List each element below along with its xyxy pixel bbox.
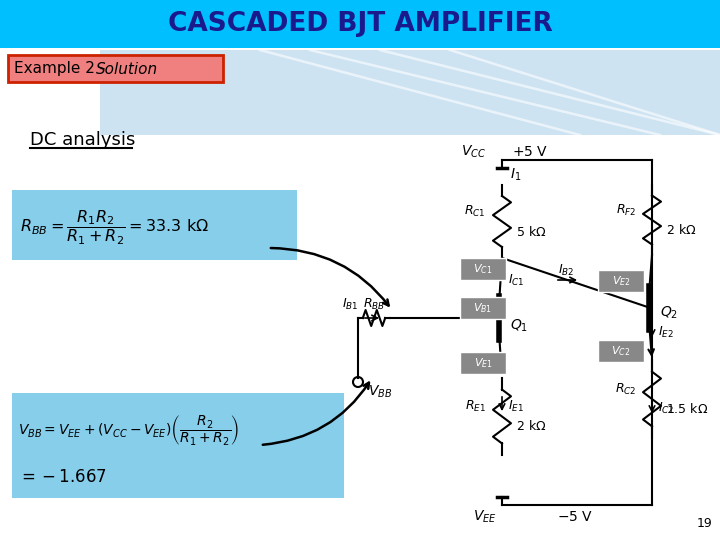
- Text: $Q_1$: $Q_1$: [510, 318, 528, 334]
- FancyBboxPatch shape: [8, 55, 223, 82]
- FancyBboxPatch shape: [598, 270, 644, 292]
- Text: $V_{BB} = V_{EE} + (V_{CC}-V_{EE})\left(\dfrac{R_2}{R_1+R_2}\right)$: $V_{BB} = V_{EE} + (V_{CC}-V_{EE})\left(…: [18, 413, 239, 447]
- Polygon shape: [100, 50, 720, 135]
- Text: CASCADED BJT AMPLIFIER: CASCADED BJT AMPLIFIER: [168, 11, 552, 37]
- Text: $V_{E2}$: $V_{E2}$: [612, 274, 630, 288]
- FancyBboxPatch shape: [12, 190, 297, 260]
- Text: $2\ \mathrm{k\Omega}$: $2\ \mathrm{k\Omega}$: [666, 223, 696, 237]
- FancyBboxPatch shape: [0, 0, 720, 48]
- Text: $V_{BB}$: $V_{BB}$: [368, 384, 392, 400]
- Text: $1.5\ \mathrm{k\Omega}$: $1.5\ \mathrm{k\Omega}$: [666, 402, 708, 416]
- Text: $I_{B1}$: $I_{B1}$: [342, 296, 359, 312]
- Text: Example 2 -: Example 2 -: [14, 62, 110, 77]
- FancyBboxPatch shape: [598, 340, 644, 362]
- Text: $I_{B2}$: $I_{B2}$: [558, 262, 574, 278]
- FancyBboxPatch shape: [460, 297, 506, 319]
- Text: $V_{EE}$: $V_{EE}$: [473, 509, 497, 525]
- Text: Solution: Solution: [96, 62, 158, 77]
- Text: $+5\ \mathrm{V}$: $+5\ \mathrm{V}$: [512, 145, 549, 159]
- Text: $R_{F2}$: $R_{F2}$: [616, 202, 636, 218]
- Text: $-5\ \mathrm{V}$: $-5\ \mathrm{V}$: [557, 510, 593, 524]
- FancyBboxPatch shape: [460, 258, 506, 280]
- Text: $= -1.667$: $= -1.667$: [18, 468, 107, 486]
- Text: $V_{CC}$: $V_{CC}$: [461, 144, 486, 160]
- Text: $R_{E1}$: $R_{E1}$: [465, 399, 486, 414]
- Text: $V_{B1}$: $V_{B1}$: [474, 301, 492, 315]
- Text: 19: 19: [696, 517, 712, 530]
- Text: $I_{C1}$: $I_{C1}$: [508, 273, 525, 287]
- Text: $I_{E2}$: $I_{E2}$: [658, 325, 674, 340]
- Text: $Q_2$: $Q_2$: [660, 305, 678, 321]
- Text: $R_{BB}$: $R_{BB}$: [363, 296, 385, 312]
- Text: $5\ \mathrm{k\Omega}$: $5\ \mathrm{k\Omega}$: [516, 225, 546, 239]
- Text: $I_{E1}$: $I_{E1}$: [508, 399, 524, 414]
- Text: $R_{BB} = \dfrac{R_1 R_2}{R_1 + R_2} = 33.3\ \mathrm{k\Omega}$: $R_{BB} = \dfrac{R_1 R_2}{R_1 + R_2} = 3…: [20, 209, 209, 247]
- FancyBboxPatch shape: [460, 352, 506, 374]
- Text: $2\ \mathrm{k\Omega}$: $2\ \mathrm{k\Omega}$: [516, 420, 546, 434]
- Text: $R_{C2}$: $R_{C2}$: [615, 381, 636, 396]
- FancyBboxPatch shape: [12, 393, 344, 498]
- Text: $R_{C1}$: $R_{C1}$: [464, 204, 486, 219]
- Text: $V_{E1}$: $V_{E1}$: [474, 356, 492, 370]
- Text: $V_{C2}$: $V_{C2}$: [611, 344, 631, 358]
- Text: $I_1$: $I_1$: [510, 167, 521, 183]
- Text: DC analysis: DC analysis: [30, 131, 135, 149]
- Text: $V_{C1}$: $V_{C1}$: [473, 262, 492, 276]
- Text: $I_{C2}$: $I_{C2}$: [658, 401, 675, 416]
